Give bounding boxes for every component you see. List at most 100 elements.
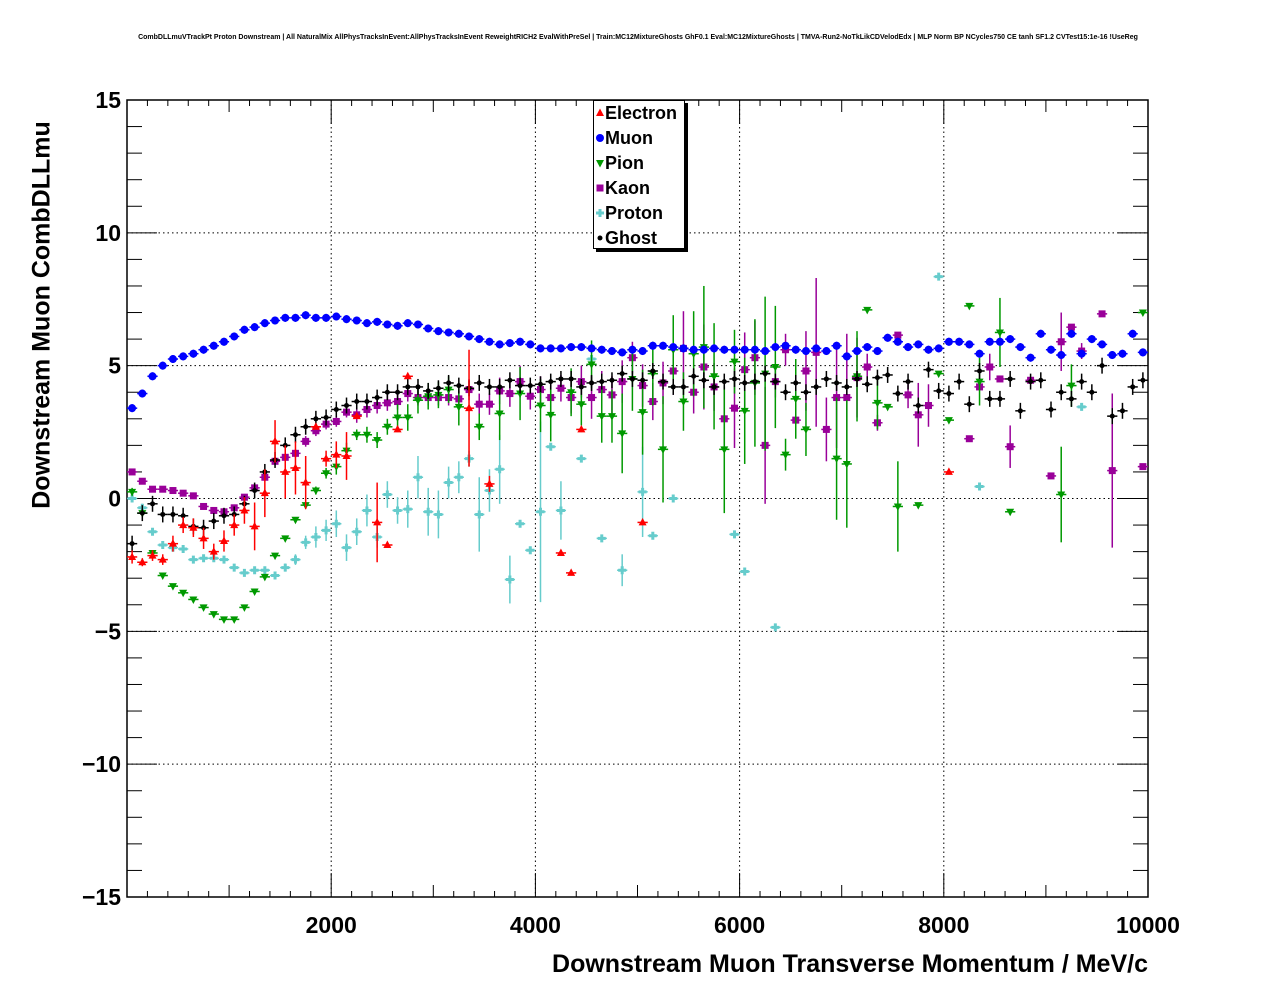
data-point [199,554,208,563]
data-point [444,328,453,337]
data-point [863,343,872,352]
data-point [454,403,463,412]
data-point [1140,377,1146,383]
proton-marker-icon [596,209,604,217]
data-point [393,321,402,330]
data-point [853,347,862,356]
data-point [832,341,841,350]
data-point [250,588,259,596]
data-point [1028,379,1034,385]
data-point [332,312,341,321]
data-point [384,389,390,395]
data-point [781,341,790,350]
data-point [669,494,678,503]
data-point [801,347,810,356]
data-point [578,384,584,390]
data-point [352,411,361,420]
data-point [538,381,544,387]
data-point [720,446,729,454]
data-point [465,403,474,412]
data-point [965,435,973,443]
data-point [1047,345,1056,354]
data-point [364,399,370,405]
data-point [689,345,698,354]
data-point [322,454,331,462]
data-point [1007,376,1013,382]
data-point [567,389,576,397]
data-point [344,403,350,409]
data-point [638,517,647,526]
data-point [1108,351,1117,360]
data-point [199,533,208,542]
y-tick-label: 10 [95,220,121,246]
data-point [925,367,931,373]
x-axis-title: Downstream Muon Transverse Momentum / Me… [552,950,1148,978]
data-point [260,319,269,328]
x-tick-label: 4000 [510,912,561,938]
data-point [568,376,574,382]
data-point [577,454,586,463]
data-point [415,384,421,390]
data-point [577,401,586,409]
data-point [873,347,882,356]
data-point [822,347,831,356]
data-point [771,343,780,352]
data-point [1077,349,1086,358]
data-point [638,487,647,496]
data-point [383,540,392,548]
data-point [761,347,770,356]
data-point [434,327,443,336]
data-point [475,423,484,432]
data-point [546,442,555,451]
data-point [209,341,218,350]
data-point [597,345,606,354]
data-point [556,506,565,515]
data-point [679,398,688,407]
data-point [691,373,697,379]
data-point [128,468,136,476]
data-point [394,398,402,406]
muon-marker-icon [596,134,604,142]
data-point [148,527,157,536]
data-point [914,411,922,419]
legend-marker [596,184,604,192]
data-point [485,337,494,346]
data-point [260,573,269,582]
data-point [740,345,749,354]
data-point [393,506,402,515]
data-point [660,379,666,385]
data-point [149,485,157,493]
data-point [250,521,259,530]
y-tick-label: −5 [95,618,121,644]
data-point [1079,379,1085,385]
data-point [956,379,962,385]
data-point [955,337,964,346]
data-point [740,567,749,576]
legend-label: Electron [605,103,678,123]
data-point [362,319,371,328]
data-point [742,380,748,386]
data-point [424,324,433,333]
data-point [332,519,341,528]
data-point [659,446,668,454]
data-point [435,385,441,391]
data-point [638,347,647,356]
data-point [497,384,503,390]
data-point [936,388,942,394]
data-point [975,378,984,387]
data-point [618,430,627,438]
y-tick-label: 0 [108,486,121,512]
data-point [240,568,249,577]
data-point [587,361,596,369]
data-point [240,505,249,514]
data-point [158,361,167,370]
data-point [516,519,525,528]
data-point [210,506,218,514]
data-point [507,377,513,383]
data-point [209,547,218,555]
data-point [1016,343,1025,352]
data-point [168,539,177,547]
data-point [150,501,156,507]
data-point [527,383,533,389]
legend-marker [597,235,603,241]
